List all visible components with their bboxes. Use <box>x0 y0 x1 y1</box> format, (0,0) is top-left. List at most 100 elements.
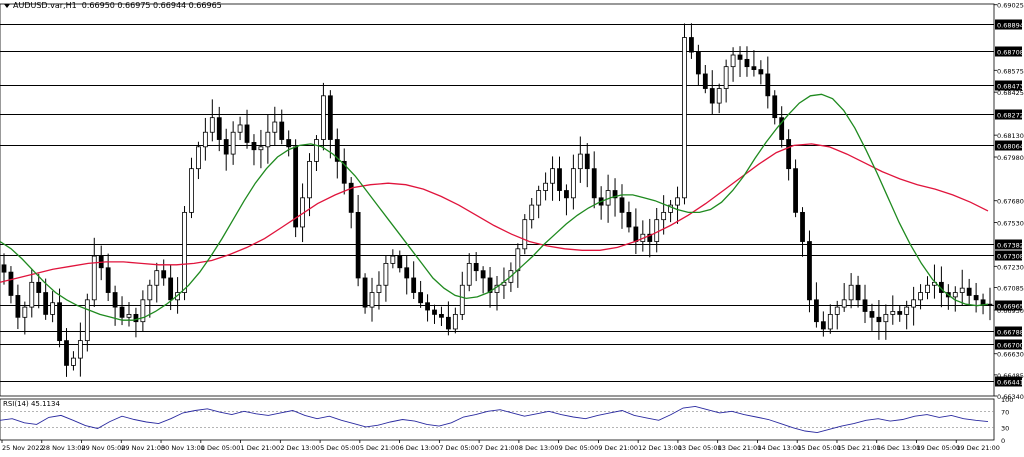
candle <box>466 253 472 292</box>
dropdown-triangle-icon[interactable] <box>4 3 10 8</box>
candle <box>50 291 56 323</box>
candle <box>209 99 215 142</box>
candle <box>182 206 187 301</box>
candle <box>251 134 257 166</box>
candle <box>15 284 21 330</box>
quote-values: 0.66950 0.66975 0.66944 0.66965 <box>81 1 222 10</box>
candle <box>952 286 958 312</box>
candle <box>279 109 285 145</box>
candle <box>869 303 875 331</box>
price-tick-label: 0.67980 <box>997 154 1024 162</box>
time-tick-label: 13 Dec 21:00 <box>718 444 762 452</box>
time-tick-label: 29 Nov 21:00 <box>121 444 165 452</box>
candle <box>689 23 694 59</box>
candle <box>112 285 118 326</box>
candle <box>619 184 625 229</box>
candle <box>355 194 361 287</box>
time-tick-label: 1 Dec 05:00 <box>201 444 241 452</box>
time-tick-label: 29 Nov 05:00 <box>82 444 126 452</box>
candle <box>807 230 812 313</box>
candle <box>439 306 444 326</box>
candle <box>286 130 292 157</box>
candle <box>404 255 410 295</box>
candle <box>383 255 389 302</box>
candle <box>196 141 201 180</box>
rsi-tick-label: 30 <box>1001 425 1009 433</box>
candle <box>925 276 930 300</box>
candle <box>189 157 194 219</box>
candle <box>452 307 458 334</box>
candle <box>411 261 417 300</box>
price-tick-label: 0.69025 <box>997 2 1024 10</box>
level-price-tag: 0.68064 <box>995 140 1024 151</box>
candle <box>612 178 618 217</box>
time-tick-label: 8 Dec 13:00 <box>519 444 559 452</box>
price-tick-label: 0.67680 <box>997 198 1024 206</box>
candle <box>973 282 979 313</box>
level-price-label: 0.68894 <box>997 22 1024 30</box>
level-price-label: 0.67382 <box>997 242 1024 250</box>
candle <box>550 156 555 201</box>
ma-slow-line[interactable] <box>0 143 989 283</box>
candle <box>487 267 493 308</box>
candle <box>695 44 701 87</box>
candle <box>633 208 639 254</box>
time-tick-label: 2 Dec 13:00 <box>280 444 320 452</box>
rsi-tick-label: 0 <box>1001 437 1005 445</box>
price-tick-label: 0.66630 <box>997 351 1024 359</box>
candle <box>668 199 673 223</box>
candle <box>786 129 792 181</box>
level-price-tag: 0.66788 <box>995 326 1024 337</box>
candle <box>543 172 549 201</box>
candle <box>272 106 278 146</box>
candle <box>654 207 660 253</box>
level-price-label: 0.66700 <box>997 342 1024 350</box>
candle <box>793 159 798 218</box>
candle <box>64 328 69 377</box>
time-tick-label: 15 Dec 21:00 <box>837 444 881 452</box>
rsi-line[interactable] <box>0 405 989 434</box>
time-tick-label: 16 Dec 13:00 <box>877 444 921 452</box>
level-price-label: 0.67308 <box>997 253 1024 261</box>
price-tick-label: 0.67085 <box>997 284 1024 292</box>
chart-header: AUDUSD.var,H1 0.66950 0.66975 0.66944 0.… <box>4 1 222 10</box>
candle <box>341 148 347 195</box>
ma-fast-line[interactable] <box>0 93 989 321</box>
time-tick-label: 9 Dec 21:00 <box>598 444 638 452</box>
time-tick-label: 25 Nov 2022 <box>2 444 44 452</box>
price-pane-border <box>0 3 995 397</box>
candle <box>71 351 76 371</box>
candle <box>515 243 521 288</box>
level-price-label: 0.66788 <box>997 329 1024 337</box>
candle <box>626 201 632 233</box>
candle <box>425 294 430 322</box>
candle <box>570 154 576 210</box>
candle <box>77 322 83 377</box>
level-price-tag: 0.68473 <box>995 80 1024 91</box>
price-tick-label: 0.66340 <box>997 393 1024 401</box>
level-price-label: 0.68272 <box>997 112 1024 120</box>
candle <box>661 195 667 235</box>
candle <box>716 83 722 114</box>
price-tick-label: 0.67530 <box>997 220 1024 228</box>
rsi-tick-label: 100 <box>1001 396 1013 404</box>
price-tick-label: 0.68425 <box>997 89 1024 97</box>
rsi-pane-border <box>0 398 995 441</box>
candle <box>647 218 653 258</box>
candle <box>959 269 965 306</box>
candle <box>105 253 111 301</box>
level-price-label: 0.66965 <box>997 303 1024 311</box>
candle <box>911 286 917 326</box>
price-tick-label: 0.68575 <box>997 67 1024 75</box>
candle <box>334 128 340 179</box>
candle <box>154 262 160 303</box>
candle <box>820 311 826 337</box>
candle <box>709 70 715 115</box>
level-price-label: 0.66441 <box>997 379 1024 387</box>
level-price-tag: 0.66441 <box>995 376 1024 387</box>
level-price-tag: 0.67382 <box>995 239 1024 250</box>
candle <box>362 273 368 314</box>
candle <box>84 293 90 352</box>
time-tick-label: 7 Dec 21:00 <box>479 444 519 452</box>
